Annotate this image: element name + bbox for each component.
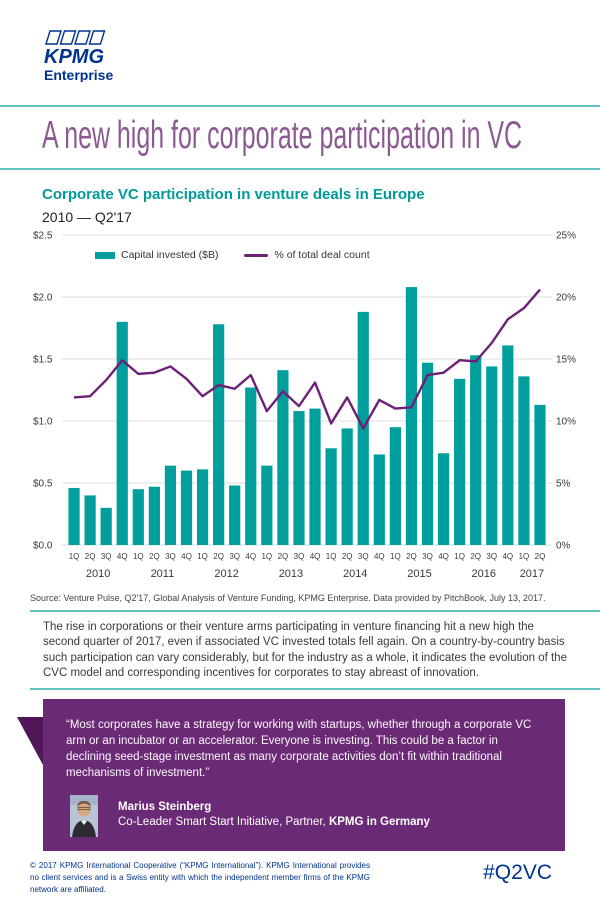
quote-text: “Most corporates have a strategy for wor… — [66, 719, 532, 780]
svg-text:3Q: 3Q — [229, 552, 240, 561]
page-footer: © 2017 KPMG International Cooperative (“… — [30, 860, 552, 897]
svg-text:2013: 2013 — [279, 568, 303, 580]
svg-text:2Q: 2Q — [213, 552, 224, 561]
svg-text:2011: 2011 — [151, 568, 175, 580]
svg-text:3Q: 3Q — [358, 552, 369, 561]
hashtag: #Q2VC — [483, 860, 552, 884]
svg-text:1Q: 1Q — [519, 552, 530, 561]
quote-tail-icon — [17, 717, 43, 766]
svg-text:$0.0: $0.0 — [33, 541, 53, 552]
svg-text:3Q: 3Q — [165, 552, 176, 561]
svg-text:2Q: 2Q — [278, 552, 289, 561]
svg-text:20%: 20% — [556, 293, 576, 304]
divider-under-source — [30, 610, 600, 612]
svg-text:10%: 10% — [556, 417, 576, 428]
svg-text:$0.5: $0.5 — [33, 479, 53, 490]
svg-text:1Q: 1Q — [326, 552, 337, 561]
svg-text:$1.0: $1.0 — [33, 417, 53, 428]
body-paragraph: The rise in corporations or their ventur… — [43, 621, 567, 679]
divider-under-paragraph — [30, 688, 600, 691]
svg-text:1Q: 1Q — [197, 552, 208, 561]
person-role: Co-Leader Smart Start Initiative, Partne… — [118, 815, 430, 831]
svg-text:15%: 15% — [556, 355, 576, 366]
svg-text:2Q: 2Q — [342, 552, 353, 561]
svg-text:$2.5: $2.5 — [33, 231, 53, 242]
quote-callout: “Most corporates have a strategy for wor… — [17, 699, 565, 851]
divider-top — [0, 105, 600, 107]
svg-text:1Q: 1Q — [261, 552, 272, 561]
svg-text:4Q: 4Q — [117, 552, 128, 561]
kpmg-logo-icon: KPMG Enterprise — [44, 30, 113, 83]
kpmg-enterprise-logo: KPMG Enterprise — [42, 30, 600, 87]
svg-text:3Q: 3Q — [294, 552, 305, 561]
chart-legend: Capital invested ($B) % of total deal co… — [95, 249, 370, 261]
marius-steinberg-photo — [70, 794, 98, 837]
svg-text:1Q: 1Q — [390, 552, 401, 561]
svg-text:2015: 2015 — [407, 568, 431, 580]
svg-text:2Q: 2Q — [406, 552, 417, 561]
person-role-text: Co-Leader Smart Start Initiative, Partne… — [118, 816, 329, 829]
chart-area: $0.0 0% $0.5 5% $1.0 10% $1.5 15% $2.0 20% $2.5 25%… — [0, 227, 600, 591]
svg-text:4Q: 4Q — [310, 552, 321, 561]
svg-text:3Q: 3Q — [422, 552, 433, 561]
svg-text:4Q: 4Q — [245, 552, 256, 561]
svg-text:4Q: 4Q — [502, 552, 513, 561]
legend-label-bars: Capital invested ($B) — [121, 249, 219, 261]
svg-text:2Q: 2Q — [85, 552, 96, 561]
svg-text:2014: 2014 — [343, 568, 367, 580]
svg-text:2Q: 2Q — [535, 552, 546, 561]
divider-under-title — [0, 168, 600, 170]
chart-title: Corporate VC participation in venture de… — [42, 186, 425, 203]
svg-text:5%: 5% — [556, 479, 571, 490]
svg-text:2016: 2016 — [471, 568, 495, 580]
svg-text:1Q: 1Q — [454, 552, 465, 561]
svg-text:2Q: 2Q — [470, 552, 481, 561]
svg-text:2Q: 2Q — [149, 552, 160, 561]
legend-label-line: % of total deal count — [274, 249, 370, 261]
svg-text:2012: 2012 — [214, 568, 238, 580]
title-band: A new high for corporate participation i… — [0, 107, 600, 168]
svg-text:$1.5: $1.5 — [33, 355, 53, 366]
legend-item-capital-invested: Capital invested ($B) — [95, 249, 218, 261]
quote-attribution: Marius Steinberg Co-Leader Smart Start I… — [70, 794, 544, 837]
person-role-org: KPMG in Germany — [328, 816, 430, 829]
svg-text:25%: 25% — [556, 231, 576, 242]
legend-item-deal-count: % of total deal count — [244, 249, 370, 261]
chart-subtitle: 2010 — Q2'17 — [42, 209, 132, 225]
logo-enterprise-text: Enterprise — [44, 67, 113, 82]
copyright-note: © 2017 KPMG International Cooperative (“… — [30, 860, 370, 895]
svg-text:3Q: 3Q — [101, 552, 112, 561]
person-meta: Marius Steinberg Co-Leader Smart Start I… — [118, 795, 430, 831]
svg-text:3Q: 3Q — [486, 552, 497, 561]
svg-text:$2.0: $2.0 — [33, 293, 53, 304]
svg-text:4Q: 4Q — [438, 552, 449, 561]
svg-text:4Q: 4Q — [374, 552, 385, 561]
svg-text:2017: 2017 — [520, 568, 544, 580]
svg-text:1Q: 1Q — [133, 552, 144, 561]
chart-header: Corporate VC participation in venture de… — [42, 186, 600, 225]
line-swatch-icon — [244, 253, 269, 257]
person-name: Marius Steinberg — [118, 800, 212, 813]
svg-text:0%: 0% — [556, 541, 571, 552]
vc-chart-svg: $0.0 0% $0.5 5% $1.0 10% $1.5 15% $2.0 20% $2.5 25%… — [33, 231, 576, 581]
source-note: Source: Venture Pulse, Q2'17, Global Ana… — [30, 593, 546, 603]
logo-kpmg-text: KPMG — [44, 46, 104, 68]
svg-text:1Q: 1Q — [69, 552, 80, 561]
bar-swatch-icon — [95, 251, 115, 259]
svg-text:4Q: 4Q — [181, 552, 192, 561]
svg-text:2010: 2010 — [86, 568, 110, 580]
page-title: A new high for corporate participation i… — [42, 114, 523, 157]
